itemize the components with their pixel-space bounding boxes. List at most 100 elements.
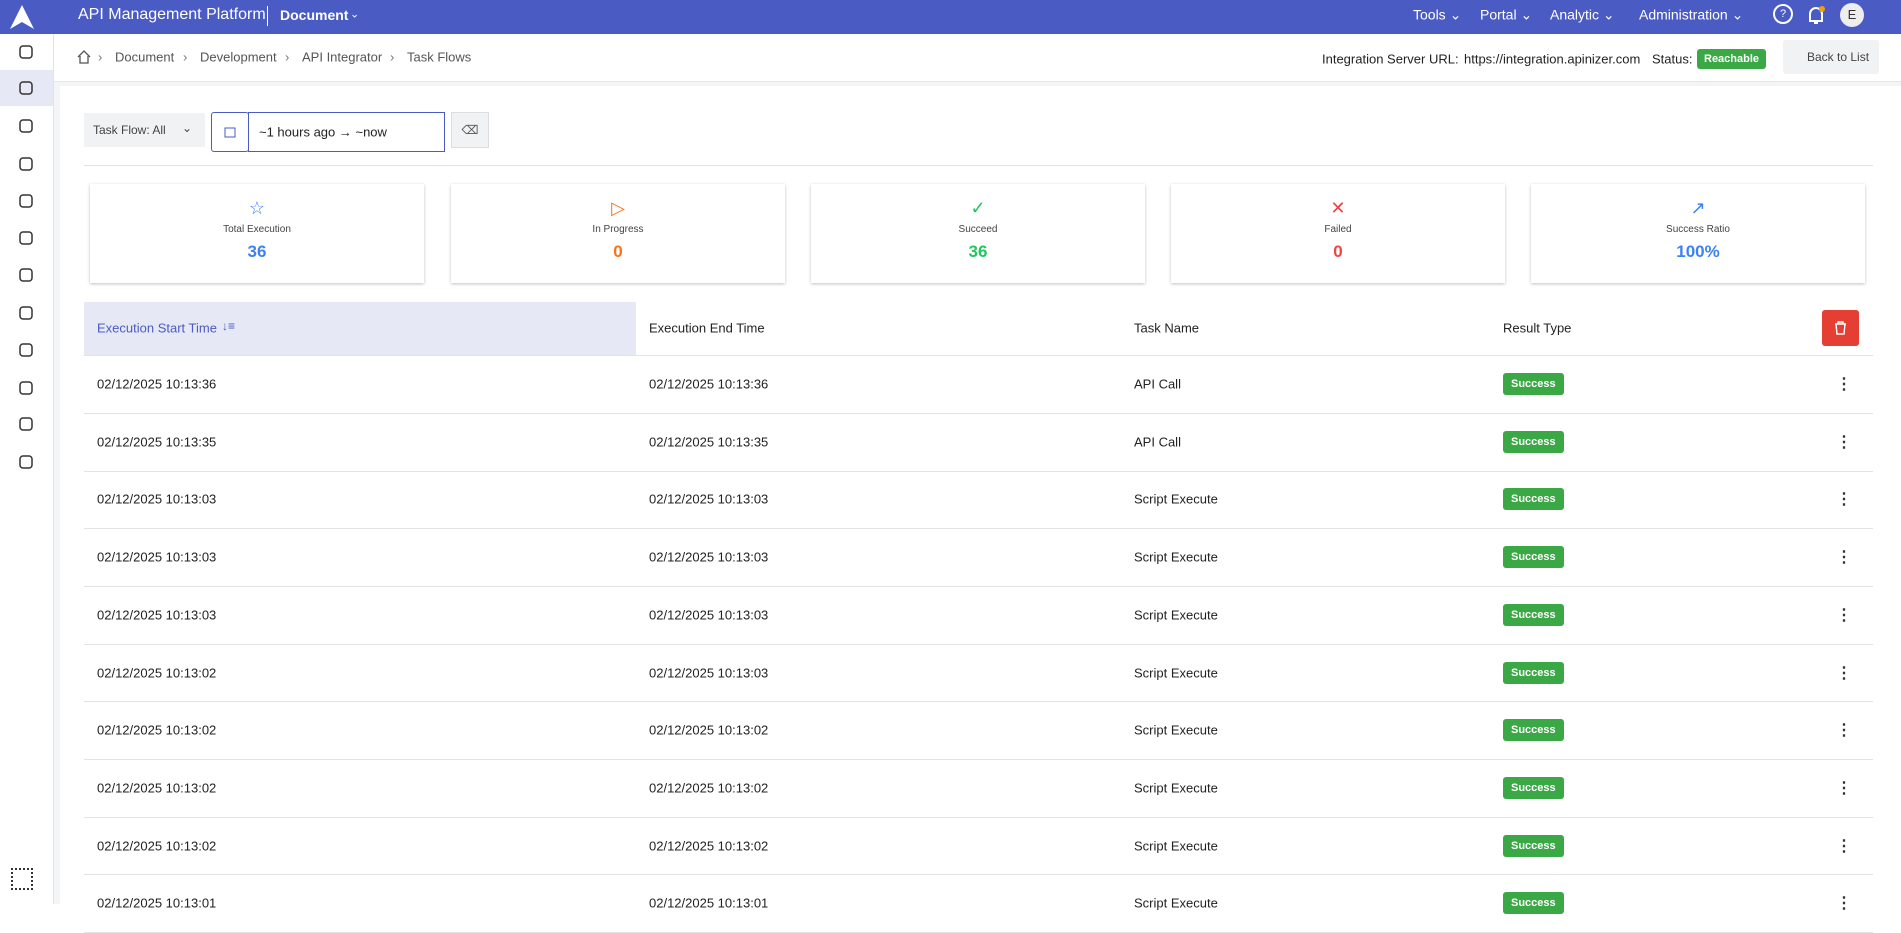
home-icon[interactable] xyxy=(77,50,91,64)
row-line xyxy=(84,644,1873,645)
row-line xyxy=(84,413,1873,414)
row-menu[interactable]: ⋮ xyxy=(1836,720,1852,740)
result-badge: Success xyxy=(1503,835,1564,857)
chevron: ⌄ xyxy=(182,121,192,135)
divider xyxy=(267,6,268,26)
logo xyxy=(8,3,36,31)
server-label: Integration Server URL: xyxy=(1322,52,1459,67)
table-cell: 02/12/2025 10:13:02 xyxy=(97,780,216,795)
delete-button[interactable] xyxy=(1822,310,1859,346)
row-line xyxy=(84,874,1873,875)
icon xyxy=(17,43,35,61)
result-badge: Success xyxy=(1503,892,1564,914)
breadcrumb-item[interactable]: API Integrator xyxy=(302,50,382,65)
task-flow-select[interactable]: Task Flow: All ⌄ xyxy=(84,113,205,147)
stat-value: 100% xyxy=(1531,242,1865,262)
sidebar-icon[interactable] xyxy=(17,453,35,471)
row-menu[interactable]: ⋮ xyxy=(1836,778,1852,798)
top-menu[interactable]: Portal ⌄ xyxy=(1480,7,1532,24)
table-cell: Script Execute xyxy=(1134,607,1218,622)
table-cell: 02/12/2025 10:13:36 xyxy=(649,377,768,392)
result-badge: Success xyxy=(1503,488,1564,510)
clear-button[interactable]: ⌫ xyxy=(451,112,489,148)
row-line xyxy=(84,701,1873,702)
row-menu[interactable]: ⋮ xyxy=(1836,547,1852,567)
stat-value: 0 xyxy=(451,242,785,262)
stat-card: ▷ In Progress 0 xyxy=(451,184,785,283)
breadcrumb-item[interactable]: Document xyxy=(115,50,174,65)
sidebar-icon[interactable] xyxy=(17,117,35,135)
sidebar-icon[interactable] xyxy=(17,304,35,322)
table-cell: 02/12/2025 10:13:03 xyxy=(649,492,768,507)
icon xyxy=(17,379,35,397)
row-menu[interactable]: ⋮ xyxy=(1836,893,1852,913)
stat-label: Total Execution xyxy=(90,224,424,235)
table-cell: Script Execute xyxy=(1134,723,1218,738)
top-menu[interactable]: Administration ⌄ xyxy=(1639,7,1743,24)
icon xyxy=(17,79,35,97)
stat-value: 36 xyxy=(90,242,424,262)
stat-value: 36 xyxy=(811,242,1145,262)
result-badge: Success xyxy=(1503,777,1564,799)
row-menu[interactable]: ⋮ xyxy=(1836,432,1852,452)
help-icon[interactable]: ? xyxy=(1773,4,1793,24)
sort-icon: ↓≡ xyxy=(222,319,235,333)
table-cell: 02/12/2025 10:13:35 xyxy=(649,434,768,449)
calendar-button[interactable] xyxy=(211,112,249,152)
sidebar-icon[interactable] xyxy=(17,379,35,397)
stat-icon: ↗ xyxy=(1531,198,1865,219)
table-cell: Script Execute xyxy=(1134,492,1218,507)
status-badge: Reachable xyxy=(1697,49,1766,69)
sidebar-icon[interactable] xyxy=(17,229,35,247)
sidebar-icon[interactable] xyxy=(17,266,35,284)
table-cell: Script Execute xyxy=(1134,838,1218,853)
row-menu[interactable]: ⋮ xyxy=(1836,489,1852,509)
breadcrumb-item: Task Flows xyxy=(407,50,471,65)
table-cell: Script Execute xyxy=(1134,780,1218,795)
select-text: Task Flow: All xyxy=(93,123,166,137)
date-range-input[interactable]: ~1 hours ago → ~now xyxy=(248,112,445,152)
range-text: ~1 hours ago → ~now xyxy=(259,125,387,140)
bell-icon[interactable] xyxy=(1806,5,1826,27)
breadcrumb-item[interactable]: Development xyxy=(200,50,277,65)
stat-label: Failed xyxy=(1171,224,1505,235)
sidebar-icon[interactable] xyxy=(17,415,35,433)
top-bar: API Management Platform Document ⌄ ? E xyxy=(0,0,1901,34)
stat-icon: ▷ xyxy=(451,198,785,219)
icon xyxy=(17,341,35,359)
row-menu[interactable]: ⋮ xyxy=(1836,836,1852,856)
top-menu[interactable]: Analytic ⌄ xyxy=(1550,7,1615,24)
table-cell: 02/12/2025 10:13:36 xyxy=(97,377,216,392)
row-line xyxy=(84,817,1873,818)
row-menu[interactable]: ⋮ xyxy=(1836,374,1852,394)
table-cell: 02/12/2025 10:13:35 xyxy=(97,434,216,449)
document-menu[interactable]: Document xyxy=(280,7,348,23)
icon xyxy=(17,266,35,284)
stat-card: ✓Succeed36 xyxy=(811,184,1145,283)
stat-card: ☆Total Execution36 xyxy=(90,184,424,283)
row-line xyxy=(84,528,1873,529)
row-menu[interactable]: ⋮ xyxy=(1836,663,1852,683)
table-cell: API Call xyxy=(1134,377,1181,392)
row-line xyxy=(84,759,1873,760)
row-menu[interactable]: ⋮ xyxy=(1836,605,1852,625)
stat-label: In Progress xyxy=(451,224,785,235)
sidebar-icon[interactable] xyxy=(0,70,53,106)
sidebar-icon[interactable] xyxy=(17,192,35,210)
column-header[interactable]: Execution Start Time xyxy=(97,321,217,336)
sidebar-icon[interactable] xyxy=(17,155,35,173)
table-cell: 02/12/2025 10:13:03 xyxy=(97,550,216,565)
avatar[interactable]: E xyxy=(1840,3,1864,27)
back-button[interactable]: Back to List xyxy=(1783,40,1879,74)
sidebar-icon[interactable] xyxy=(17,341,35,359)
breadcrumb-sep: › xyxy=(390,50,394,65)
apps-icon[interactable] xyxy=(11,868,33,890)
calendar-icon xyxy=(224,126,236,138)
breadcrumb-sep: › xyxy=(183,50,187,65)
column-header: Execution End Time xyxy=(649,321,765,336)
icon xyxy=(17,304,35,322)
icon xyxy=(17,117,35,135)
table-cell: 02/12/2025 10:13:03 xyxy=(649,607,768,622)
top-menu[interactable]: Tools ⌄ xyxy=(1413,7,1461,24)
sidebar-icon[interactable] xyxy=(17,43,35,61)
